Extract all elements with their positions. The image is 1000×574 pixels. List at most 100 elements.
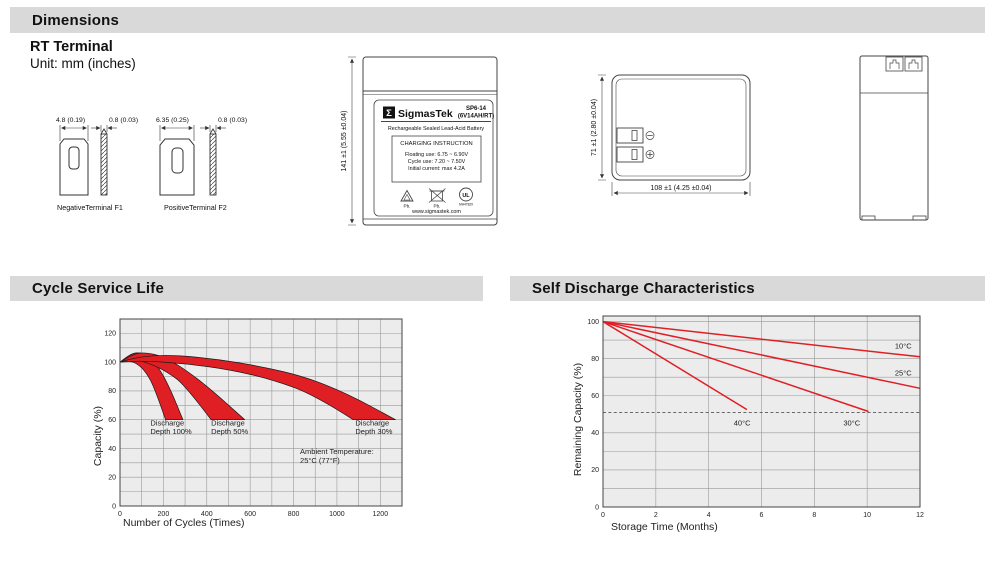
- battery-top-view: 71 ±1 (2.80 ±0.04) 108 ±1 (4.25 ±0.04): [591, 74, 751, 196]
- pb-bin-label: Pb.: [434, 204, 441, 209]
- y-tick-label: 100: [104, 359, 116, 366]
- ul-file-code: MH47829: [459, 203, 473, 207]
- negative-terminal-front-outline: [59, 138, 89, 196]
- positive-terminal-top: [616, 146, 644, 163]
- recycle-triangle: [400, 189, 414, 202]
- model-spec: (6V14AH/RT): [458, 114, 494, 120]
- negative-terminal-drawing: 4.8 (0.19) 0.8 (0.03) NegativeTerminal F…: [56, 117, 138, 212]
- chart-label: Depth 50%: [211, 427, 248, 436]
- top-height-dim-label: 71 ±1 (2.80 ±0.04): [591, 99, 598, 156]
- brand-name: SigmasTek: [398, 108, 453, 120]
- y-tick-label: 20: [108, 475, 116, 482]
- chart-label: 25°C (77°F): [300, 456, 340, 465]
- negative-terminal-slot-top: [631, 130, 638, 141]
- positive-width-dim-label: 6.35 (0.25): [156, 117, 189, 124]
- top-width-dim-label: 108 ±1 (4.25 ±0.04): [650, 185, 711, 192]
- series-line-40c: [602, 320, 748, 411]
- x-tick-label: 800: [288, 511, 300, 518]
- y-tick-label: 40: [108, 446, 116, 453]
- positive-terminal-slot: [171, 147, 184, 174]
- top-view-outline: [611, 74, 751, 181]
- x-tick-label: 0: [118, 511, 122, 518]
- x-tick-label: 8: [812, 512, 816, 519]
- top-view-inner-outline: [615, 78, 747, 177]
- x-tick-label: 600: [244, 511, 256, 518]
- y-tick-label: 80: [591, 356, 599, 363]
- strip-apex: [209, 128, 217, 135]
- sigmastek-logo-icon: [383, 106, 395, 119]
- y-tick-label: 60: [591, 393, 599, 400]
- x-tick-label: 200: [158, 511, 170, 518]
- x-tick-label: 1200: [373, 511, 389, 518]
- y-tick-label: 120: [104, 331, 116, 338]
- section-title-dimensions: Dimensions: [32, 11, 120, 29]
- charging-instruction-box: [391, 135, 482, 183]
- side-foot-right: [912, 215, 927, 221]
- charging-title: CHARGING INSTRUCTION: [400, 141, 472, 147]
- section-header-dimensions: Dimensions: [10, 7, 985, 33]
- charging-line-cycle: Cycle use: 7.20 ~ 7.50V: [408, 159, 466, 165]
- x-tick-label: 10: [863, 512, 871, 519]
- y-tick-label: 0: [112, 503, 116, 510]
- dim-extension-ticks: [598, 74, 606, 181]
- x-tick-label: 4: [707, 512, 711, 519]
- series-line-30c: [602, 320, 869, 413]
- dimension-drawings: 4.8 (0.19) 0.8 (0.03) NegativeTerminal F…: [56, 55, 929, 226]
- cycle-x-axis-title: Number of Cycles (Times): [123, 517, 245, 529]
- recycle-pb-icon: [400, 189, 414, 202]
- series-line-10c: [602, 320, 921, 358]
- section-title-self-discharge: Self Discharge Characteristics: [532, 280, 755, 297]
- plus-symbol-icon: [645, 150, 655, 159]
- chart-label: 25°C: [895, 368, 912, 377]
- negative-width-dim-label: 4.8 (0.19): [56, 117, 85, 124]
- x-tick-label: 12: [916, 512, 924, 519]
- side-terminal-tab-1: [885, 56, 904, 72]
- x-tick-label: 2: [654, 512, 658, 519]
- minus-symbol-icon: [645, 131, 655, 140]
- y-tick-label: 100: [587, 319, 599, 326]
- pb-recycle-label: Pb.: [404, 204, 411, 209]
- positive-thickness-dim-label: 0.8 (0.03): [218, 117, 247, 124]
- x-tick-label: 6: [760, 512, 764, 519]
- x-tick-label: 0: [601, 512, 605, 519]
- section-header-self-discharge: Self Discharge Characteristics: [510, 276, 985, 301]
- logo-sigma-glyph: Σ: [386, 108, 392, 119]
- battery-type-line: Rechargeable Sealed Lead-Acid Battery: [388, 126, 484, 132]
- chart-label: Depth 100%: [150, 427, 192, 436]
- chart-label: Discharge: [211, 418, 245, 427]
- ul-circle: [459, 187, 473, 202]
- chart-label: 30°C: [843, 418, 860, 427]
- recycle-triangle-inner: [403, 193, 411, 201]
- band-discharge-depth-100: [119, 352, 184, 421]
- chart-label: 10°C: [895, 341, 912, 350]
- strip-apex: [100, 128, 108, 135]
- y-tick-label: 60: [108, 417, 116, 424]
- plot-border: [602, 315, 921, 508]
- dim-extension-lines: [159, 125, 195, 141]
- section-title-cycle: Cycle Service Life: [32, 280, 165, 297]
- band-discharge-depth-50: [119, 352, 246, 421]
- dim-extension-lines: [100, 125, 108, 132]
- charging-line-initial: Initial current: max 4.2A: [408, 166, 465, 172]
- self-y-axis-title: Remaining Capacity (%): [572, 362, 584, 477]
- y-tick-label: 40: [591, 430, 599, 437]
- battery-front-outline: [362, 56, 498, 226]
- negative-terminal-slot: [68, 146, 80, 170]
- rt-terminal-heading: RT Terminal: [30, 39, 113, 55]
- negative-terminal-caption: NegativeTerminal F1: [57, 203, 123, 212]
- positive-terminal-slot-top: [631, 149, 638, 160]
- positive-terminal-drawing: 6.35 (0.25) 0.8 (0.03) PositiveTerminal …: [156, 117, 247, 212]
- cycle-service-life-chart: 0 200 400 600 800 1000 1200 0 20 40 60 80 100 120 Disc…: [104, 318, 403, 518]
- ul-letters: UL: [462, 193, 470, 199]
- side-terminal-tab-1-detail: [889, 59, 900, 69]
- negative-terminal-side-strip: [100, 133, 108, 196]
- y-tick-label: 0: [595, 504, 599, 511]
- side-terminal-tab-2: [904, 56, 923, 72]
- positive-terminal-caption: PositiveTerminal F2: [164, 203, 227, 212]
- website-text: www.sigmastek.com: [411, 209, 461, 215]
- unit-note: Unit: mm (inches): [30, 56, 136, 71]
- section-header-cycle-service-life: Cycle Service Life: [10, 276, 483, 301]
- dim-extension-lines: [209, 125, 217, 132]
- chart-label: 40°C: [734, 418, 751, 427]
